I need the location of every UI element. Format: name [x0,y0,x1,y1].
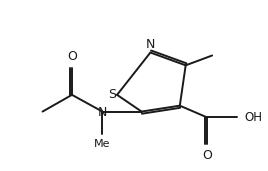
Text: O: O [202,149,212,162]
Text: O: O [67,50,77,63]
Text: OH: OH [244,111,262,124]
Text: N: N [146,38,155,51]
Text: N: N [98,106,107,119]
Text: Me: Me [94,139,111,149]
Text: S: S [108,88,116,101]
